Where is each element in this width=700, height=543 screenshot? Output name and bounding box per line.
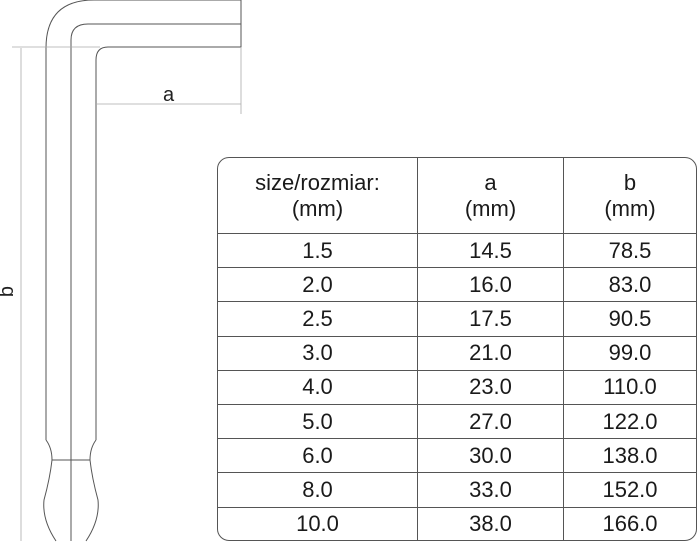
- table-row: 4.0 23.0 110.0: [218, 369, 696, 404]
- cell-a: 17.5: [418, 302, 564, 336]
- dimension-a-label: a: [163, 84, 175, 106]
- cell-b: 90.5: [608, 305, 652, 331]
- header-b: b (mm): [564, 158, 696, 233]
- header-text: a: [484, 169, 497, 195]
- header-unit: (mm): [291, 195, 344, 221]
- cell-size: 8.0: [218, 473, 418, 507]
- header-unit: (mm): [604, 195, 656, 221]
- cell-size: 10.0: [218, 507, 418, 540]
- cell-b: 152.0: [602, 476, 658, 502]
- cell-b: 99.0: [608, 340, 652, 366]
- table-row: 1.5 14.5 78.5: [218, 233, 696, 268]
- cell-b: 83.0: [608, 271, 652, 297]
- cell-b: 166.0: [602, 511, 658, 537]
- cell-size: 5.0: [218, 404, 418, 439]
- table-row: 2.0 16.0 83.0: [218, 267, 696, 302]
- header-a: a (mm): [418, 158, 564, 233]
- table-header-row: size/rozmiar: (mm) a (mm) b (mm): [218, 158, 696, 233]
- header-text: size/rozmiar:: [255, 169, 380, 195]
- cell-size: 2.0: [218, 268, 418, 302]
- cell-a: 16.0: [418, 268, 564, 302]
- table-row: 3.0 21.0 99.0: [218, 335, 696, 370]
- cell-size: 2.5: [218, 302, 418, 336]
- size-table: size/rozmiar: (mm) a (mm) b (mm) 1.5 14.5 78.…: [217, 157, 697, 541]
- dimension-b-label: b: [0, 286, 19, 297]
- table-row: 2.5 17.5 90.5: [218, 301, 696, 336]
- cell-b: 78.5: [608, 237, 652, 263]
- cell-a: 21.0: [418, 336, 564, 370]
- cell-a: 14.5: [418, 234, 564, 268]
- cell-a: 33.0: [418, 473, 564, 507]
- cell-a: 27.0: [418, 404, 564, 439]
- cell-a: 38.0: [418, 507, 564, 540]
- cell-size: 6.0: [218, 439, 418, 473]
- header-unit: (mm): [464, 195, 517, 221]
- cell-size: 1.5: [218, 234, 418, 268]
- cell-b: 138.0: [602, 442, 658, 468]
- table-row: 8.0 33.0 152.0: [218, 472, 696, 507]
- key-outer-outline: [45, 0, 242, 440]
- header-size: size/rozmiar: (mm): [218, 158, 418, 233]
- ball-end: [43, 439, 99, 542]
- cell-size: 3.0: [218, 336, 418, 370]
- table-row: 5.0 27.0 122.0: [218, 403, 696, 439]
- cell-b: 122.0: [602, 408, 658, 434]
- table-row: 10.0 38.0 166.0: [218, 506, 696, 540]
- header-text: b: [623, 169, 637, 195]
- table-row: 6.0 30.0 138.0: [218, 438, 696, 473]
- key-center-line: [70, 23, 241, 541]
- cell-size: 4.0: [218, 370, 418, 404]
- cell-a: 23.0: [418, 370, 564, 404]
- cell-b: 110.0: [603, 374, 657, 400]
- cell-a: 30.0: [418, 439, 564, 473]
